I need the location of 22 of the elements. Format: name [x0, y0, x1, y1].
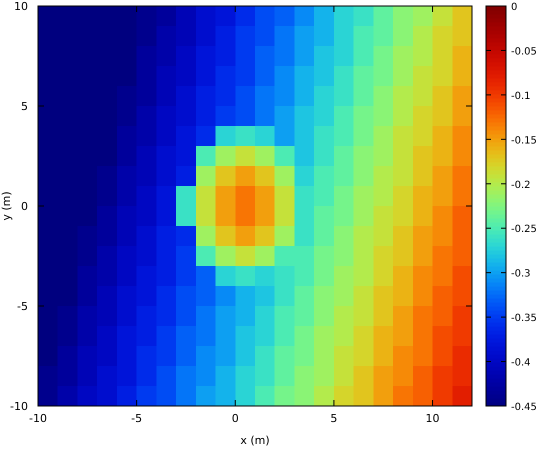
y-axis-title: y (m): [0, 191, 13, 221]
color-bar-label: -0.3: [511, 268, 531, 280]
color-bar-label: -0.35: [511, 313, 537, 324]
x-tick-label: -5: [131, 412, 142, 425]
y-tick-label: 0: [21, 200, 28, 213]
y-tick-label: 5: [21, 100, 28, 113]
x-tick-label: -10: [29, 412, 47, 425]
y-tick-label: -10: [10, 400, 28, 413]
x-tick-label: 0: [232, 412, 239, 425]
color-bar-label: -0.1: [511, 90, 531, 102]
color-bar-label: 0: [511, 2, 518, 13]
color-bar-label: -0.25: [511, 224, 537, 236]
color-bar-label: -0.2: [511, 180, 531, 191]
x-tick-label: 10: [426, 412, 440, 425]
x-tick-label: 5: [330, 412, 338, 425]
color-bar-label: -0.15: [511, 135, 537, 146]
color-bar-label: -0.05: [511, 46, 537, 58]
y-tick-label: 10: [14, 0, 28, 13]
x-axis-title: x (m): [240, 434, 270, 447]
color-bar-label: -0.45: [511, 402, 537, 413]
color-bar-label: -0.4: [511, 358, 531, 369]
y-tick-label: -5: [17, 300, 28, 313]
